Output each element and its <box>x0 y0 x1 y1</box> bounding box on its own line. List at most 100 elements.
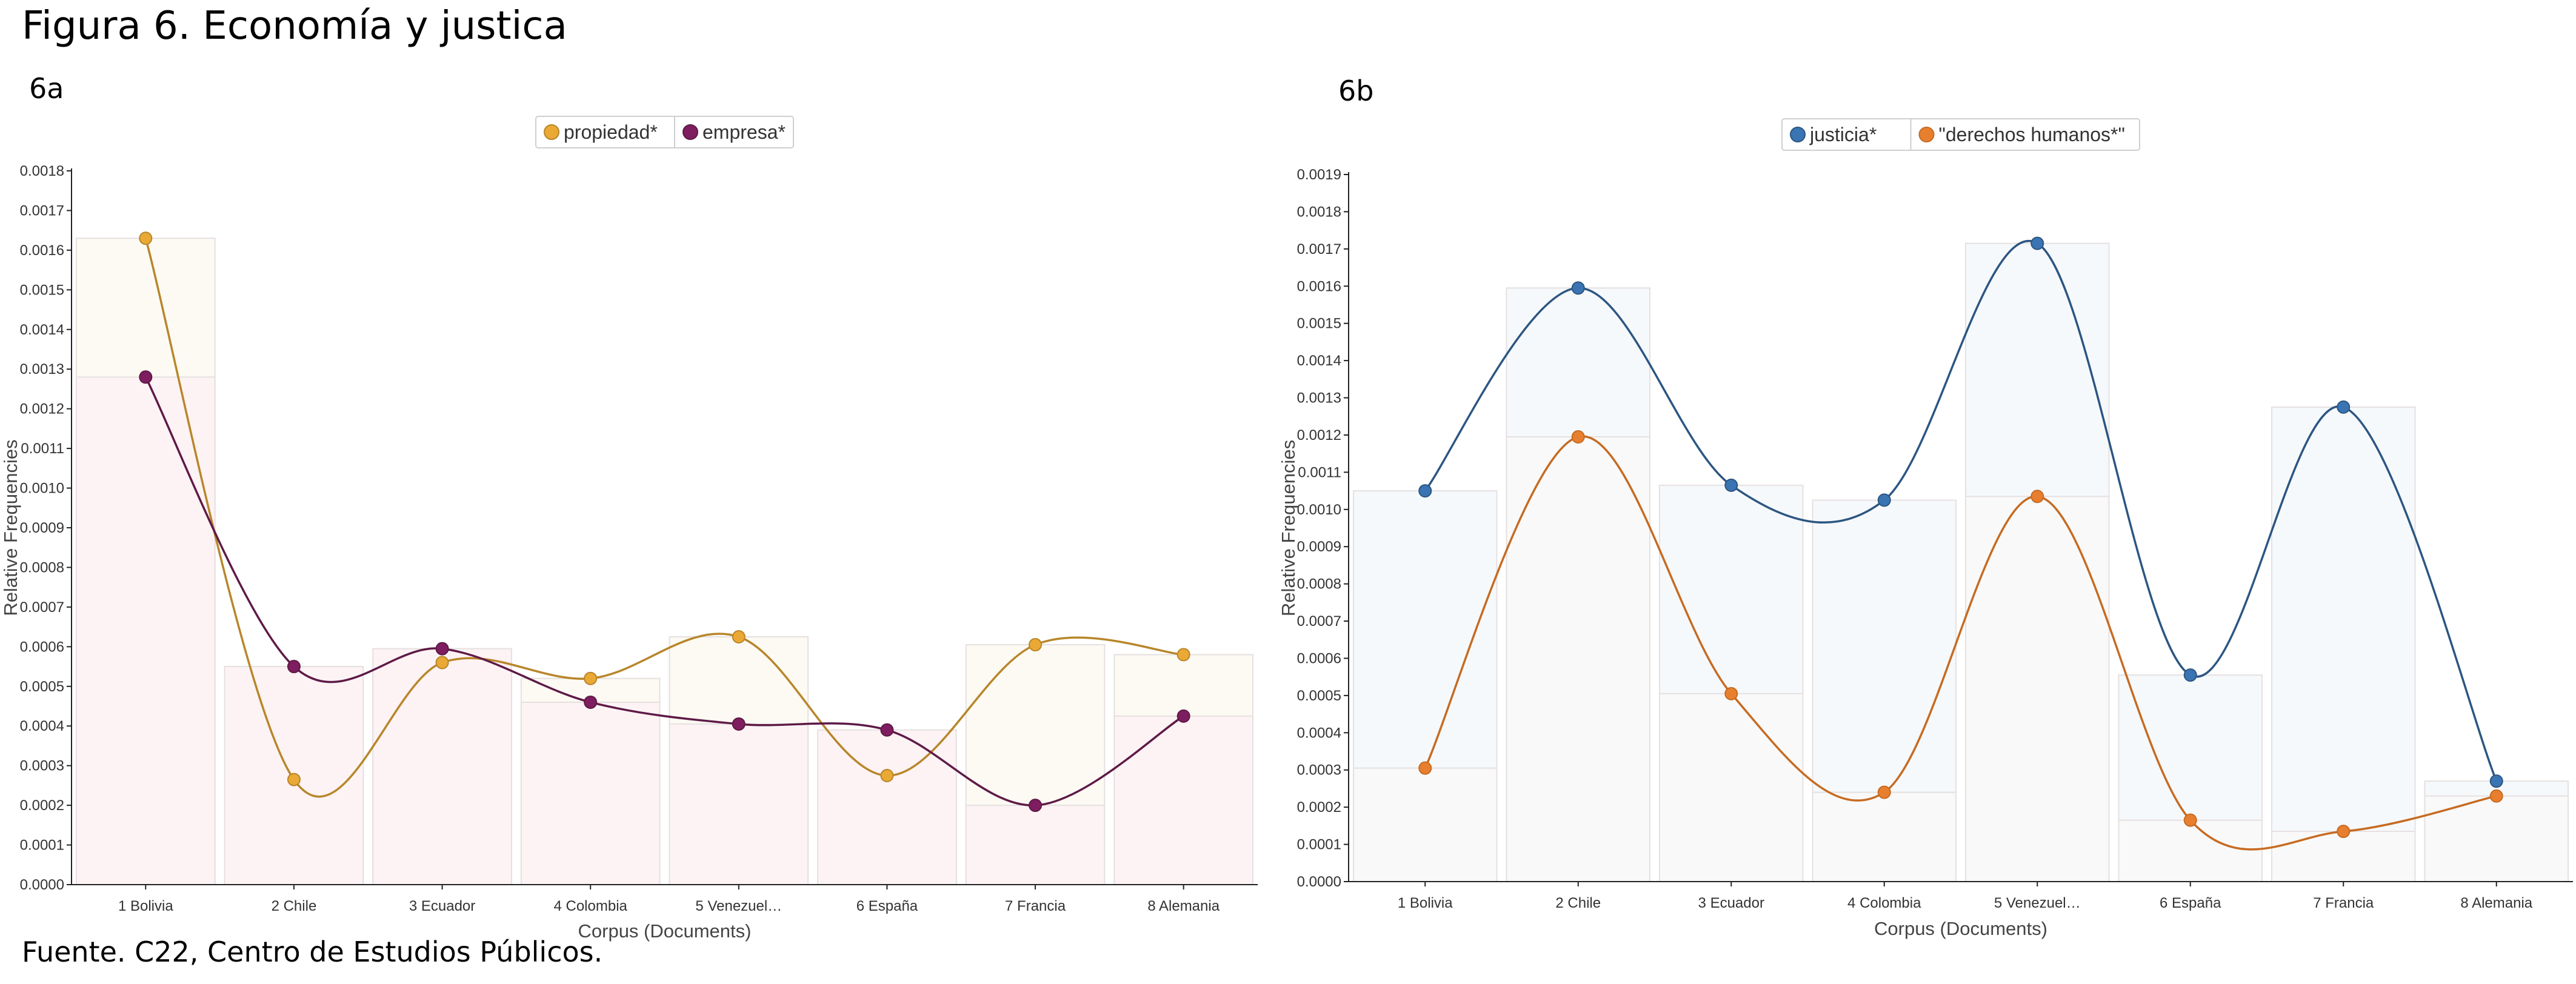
data-point <box>1176 648 1190 662</box>
x-tick-label: 5 Venezuel… <box>1994 895 2081 911</box>
y-tick-label: 0.0002 <box>1297 799 1341 816</box>
x-tick-label: 3 Ecuador <box>1698 895 1764 911</box>
bar <box>1965 496 2110 882</box>
y-tick-label: 0.0011 <box>1298 464 1341 480</box>
y-tick-label: 0.0013 <box>1297 390 1341 407</box>
y-tick-label: 0.0000 <box>20 877 64 893</box>
legend: propiedad* empresa* <box>535 116 794 148</box>
y-tick-label: 0.0010 <box>1297 502 1341 518</box>
bar <box>1113 715 1253 885</box>
legend: justicia* "derechos humanos*" <box>1781 118 2140 151</box>
y-tick-label: 0.0014 <box>20 322 64 338</box>
y-tick-label: 0.0009 <box>1297 539 1341 555</box>
y-tick-label: 0.0007 <box>20 599 64 616</box>
y-tick-label: 0.0016 <box>1297 278 1341 294</box>
panel-label: 6a <box>29 72 64 105</box>
data-point <box>1724 478 1738 492</box>
x-tick-label: 4 Colombia <box>1847 895 1921 911</box>
y-tick-label: 0.0001 <box>20 837 64 854</box>
legend-label: "derechos humanos*" <box>1939 124 2125 145</box>
data-point <box>1418 761 1432 775</box>
y-axis-title: Relative Frequencies <box>0 439 21 616</box>
data-point <box>880 723 894 737</box>
data-point <box>287 773 301 786</box>
y-tick-label: 0.0007 <box>1297 613 1341 630</box>
y-tick-label: 0.0013 <box>20 361 64 377</box>
data-point <box>732 717 746 731</box>
data-point <box>1571 430 1585 444</box>
bar <box>817 729 957 886</box>
data-point <box>1571 281 1585 295</box>
y-tick-label: 0.0016 <box>20 242 64 259</box>
y-tick-label: 0.0009 <box>20 520 64 536</box>
y-axis-title: Relative Frequencies <box>1278 440 1299 616</box>
data-point <box>139 370 153 384</box>
legend-swatch <box>544 124 559 140</box>
data-point <box>139 231 153 245</box>
x-tick-label: 3 Ecuador <box>409 898 475 914</box>
bar <box>520 701 661 885</box>
y-tick-label: 0.0005 <box>20 679 64 695</box>
data-point <box>1029 638 1043 652</box>
bar <box>1506 436 1650 882</box>
data-point <box>2337 400 2351 414</box>
y-tick-label: 0.0018 <box>20 163 64 179</box>
y-tick-label: 0.0002 <box>20 797 64 814</box>
data-point <box>732 630 746 643</box>
data-point <box>435 642 449 656</box>
bar <box>2118 819 2263 883</box>
x-tick-label: 4 Colombia <box>553 898 627 914</box>
data-point <box>2030 236 2044 250</box>
y-tick-label: 0.0006 <box>20 639 64 655</box>
x-tick-label: 1 Bolivia <box>118 898 173 914</box>
data-point <box>1029 799 1043 813</box>
data-point <box>1724 686 1738 700</box>
data-point <box>584 671 598 685</box>
y-tick-label: 0.0004 <box>20 718 64 734</box>
y-tick-label: 0.0001 <box>1297 837 1341 853</box>
data-point <box>1418 484 1432 498</box>
bar <box>1659 693 1804 883</box>
bar <box>1812 791 1957 882</box>
y-tick-label: 0.0012 <box>1297 427 1341 444</box>
y-tick-label: 0.0017 <box>20 202 64 219</box>
panel-label: 6b <box>1338 75 1373 107</box>
y-tick-label: 0.0008 <box>1297 576 1341 593</box>
y-tick-label: 0.0011 <box>21 440 64 457</box>
x-axis-title: Corpus (Documents) <box>1874 918 2047 939</box>
x-tick-label: 7 Francia <box>1005 898 1066 914</box>
series-line <box>144 376 1184 806</box>
bar <box>2424 795 2569 882</box>
y-tick-label: 0.0010 <box>20 480 64 497</box>
y-tick-label: 0.0019 <box>1297 167 1341 183</box>
data-point <box>2337 825 2351 839</box>
y-tick-label: 0.0018 <box>1297 204 1341 220</box>
bar <box>76 376 216 885</box>
legend-label: justicia* <box>1809 124 1877 145</box>
bar <box>372 648 512 886</box>
legend-swatch <box>1918 127 1935 142</box>
x-tick-label: 6 España <box>2160 895 2221 911</box>
x-tick-label: 8 Alemania <box>2460 895 2532 911</box>
y-tick-label: 0.0005 <box>1297 688 1341 704</box>
bar <box>669 723 809 885</box>
y-tick-label: 0.0000 <box>1297 874 1341 890</box>
legend-box <box>535 116 794 148</box>
data-point <box>2183 668 2197 682</box>
figure-source: Fuente. C22, Centro de Estudios Públicos… <box>22 936 603 968</box>
data-point <box>1877 493 1891 507</box>
y-tick-label: 0.0004 <box>1297 725 1341 741</box>
bar <box>965 805 1106 885</box>
data-point <box>2489 774 2503 788</box>
y-tick-label: 0.0017 <box>1297 241 1341 258</box>
y-tick-label: 0.0008 <box>20 559 64 576</box>
y-tick-label: 0.0012 <box>20 401 64 417</box>
x-tick-label: 7 Francia <box>2313 895 2374 911</box>
data-point <box>2489 789 2503 803</box>
legend-box <box>1781 118 2140 151</box>
data-point <box>880 769 894 783</box>
chart-panel-6a: 6a 0.0000 0.0001 0.0002 0.0003 0.0004 0.0005 0.… <box>0 72 1258 942</box>
x-tick-label: 8 Alemania <box>1147 898 1220 914</box>
legend-label: empresa* <box>702 121 786 143</box>
data-point <box>2030 490 2044 504</box>
